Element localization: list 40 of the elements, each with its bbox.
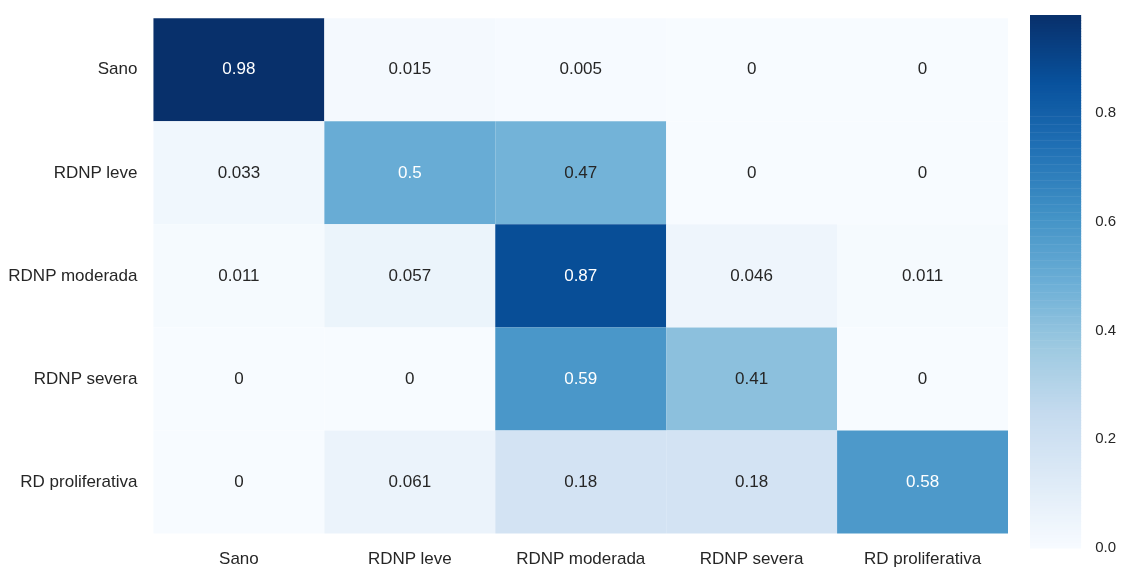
x-tick-label: Sano (219, 549, 259, 569)
y-tick-label: RD proliferativa (20, 471, 138, 491)
data-label: 0.046 (730, 265, 773, 285)
data-label: 0.015 (388, 59, 432, 79)
y-tick-label: RDNP leve (53, 162, 138, 182)
color-bar-label: 0.0 (1095, 538, 1117, 556)
data-label: 0.59 (564, 368, 598, 388)
color-bar-label: 0.4 (1095, 320, 1117, 338)
x-tick-label: RD proliferativa (863, 549, 982, 569)
data-label: 0 (405, 368, 415, 388)
data-label: 0.18 (564, 471, 598, 491)
data-label: 0.47 (564, 162, 598, 182)
data-label: 0.033 (217, 162, 261, 182)
data-label: 0 (917, 162, 928, 182)
y-tick-label: RDNP severa (33, 368, 138, 388)
x-tick-label: RDNP moderada (516, 549, 646, 569)
y-tick-label: RDNP moderada (8, 265, 138, 285)
color-bar-label: 0.8 (1095, 103, 1117, 121)
data-label: 0.41 (735, 368, 769, 388)
data-label: 0.061 (388, 471, 432, 491)
data-label: 0 (917, 59, 928, 79)
data-label: 0.18 (735, 471, 769, 491)
data-label: 0.005 (559, 59, 602, 79)
data-label: 0.98 (222, 59, 256, 79)
color-bar-label: 0.6 (1095, 211, 1117, 229)
data-label: 0 (234, 368, 244, 388)
y-tick-label: Sano (97, 59, 138, 79)
data-label: 0.5 (397, 162, 422, 182)
data-label: 0.58 (906, 471, 940, 491)
data-label: 0 (746, 162, 757, 182)
data-label: 0 (746, 59, 757, 79)
data-label: 0.011 (901, 265, 944, 285)
data-label: 0.87 (564, 265, 598, 285)
color-bar-label: 0.2 (1095, 429, 1117, 447)
x-tick-label: RDNP severa (699, 549, 804, 569)
data-label: 0 (917, 368, 928, 388)
data-label: 0.057 (388, 265, 432, 285)
data-label: 0 (234, 471, 244, 491)
data-label: 0.011 (218, 265, 260, 285)
x-tick-label: RDNP leve (367, 549, 452, 569)
